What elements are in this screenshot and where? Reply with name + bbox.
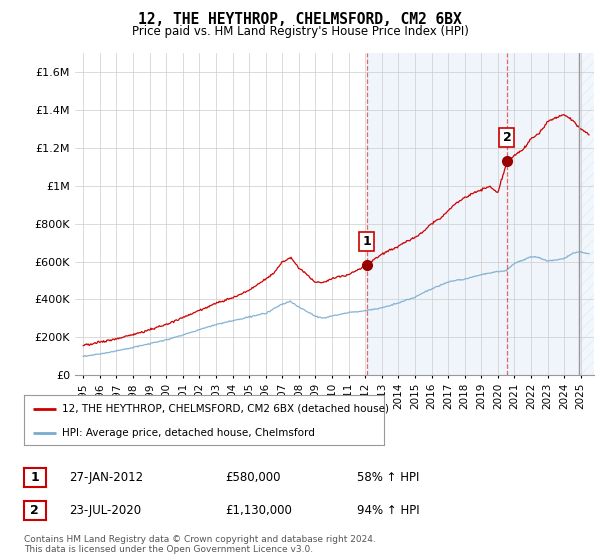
Text: Contains HM Land Registry data © Crown copyright and database right 2024.: Contains HM Land Registry data © Crown c… [24, 535, 376, 544]
Bar [580, 53, 594, 375]
Text: 12, THE HEYTHROP, CHELMSFORD, CM2 6BX (detached house): 12, THE HEYTHROP, CHELMSFORD, CM2 6BX (d… [62, 404, 389, 414]
Text: £1,130,000: £1,130,000 [225, 504, 292, 517]
Text: 12, THE HEYTHROP, CHELMSFORD, CM2 6BX: 12, THE HEYTHROP, CHELMSFORD, CM2 6BX [138, 12, 462, 27]
Text: This data is licensed under the Open Government Licence v3.0.: This data is licensed under the Open Gov… [24, 545, 313, 554]
Text: 2: 2 [503, 131, 511, 144]
Text: HPI: Average price, detached house, Chelmsford: HPI: Average price, detached house, Chel… [62, 428, 314, 437]
Text: Price paid vs. HM Land Registry's House Price Index (HPI): Price paid vs. HM Land Registry's House … [131, 25, 469, 38]
Text: 27-JAN-2012: 27-JAN-2012 [69, 470, 143, 484]
Text: £580,000: £580,000 [225, 470, 281, 484]
Text: 1: 1 [362, 235, 371, 248]
Text: 58% ↑ HPI: 58% ↑ HPI [357, 470, 419, 484]
Text: 2: 2 [31, 504, 39, 517]
Text: 1: 1 [31, 470, 39, 484]
Text: 23-JUL-2020: 23-JUL-2020 [69, 504, 141, 517]
Text: 94% ↑ HPI: 94% ↑ HPI [357, 504, 419, 517]
Bar [367, 53, 580, 375]
